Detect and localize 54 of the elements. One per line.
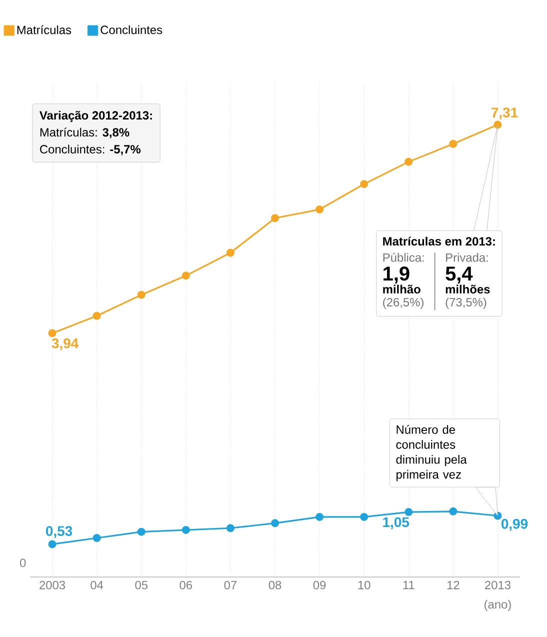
annotation: Pública: [383,252,424,262]
point [182,526,190,534]
point [316,205,324,214]
point [92,534,101,542]
point [271,519,279,528]
data-label: 0,53 [46,526,72,538]
text: 0 [20,558,26,568]
x-tick-label: 09 [313,580,326,590]
annotation: milhão [383,284,420,294]
x-tick-label: 10 [358,580,370,590]
data-label: 3,94 [52,338,79,350]
legend-label: Concluintes [100,25,162,34]
annotation: Matrículas em 2013: [383,236,495,246]
point [137,528,146,536]
point [449,507,458,516]
point [48,540,56,548]
annotation: 1,9 [384,266,410,284]
point [137,290,146,299]
point [494,120,502,129]
point [271,214,279,222]
x-tick-label: 11 [403,580,414,590]
point [449,140,458,148]
point [48,329,56,338]
x-tick-label: 12 [447,580,460,590]
data-label: 0,99 [501,518,528,531]
x-tick-label: 07 [224,580,236,590]
x-axis-title: (ano) [484,600,511,611]
point [316,512,324,521]
annotation: 5,4 [446,266,473,284]
point [360,512,368,521]
x-tick-label: 05 [135,580,148,590]
point [404,508,413,516]
annotation: (26,5%) [383,298,424,309]
x-tick-label: 2003 [40,580,66,590]
point [92,312,101,320]
x-tick-label: 2013 [485,580,510,590]
x-tick-label: 08 [268,580,282,590]
legend-label: Matrículas [17,25,72,34]
annotation: milhões [446,284,490,294]
annotation: Concluintes: -5,7% [40,144,141,156]
point [182,272,190,280]
annotation: Variação 2012-2013: [40,110,152,122]
data-label: 7,31 [492,108,518,120]
data-label: 1,05 [383,517,410,530]
annotation: Matrículas: 3,8% [40,128,130,138]
annotation: Privada: [446,253,488,262]
point [226,248,234,257]
point [226,524,234,532]
point [360,180,368,188]
point [404,158,413,166]
x-tick-label: 04 [90,580,104,590]
annotation: Número de concluintes diminuiu pela primeira vez [396,424,467,482]
x-tick-label: 06 [180,580,192,590]
annotation: (73,5%) [446,298,486,309]
